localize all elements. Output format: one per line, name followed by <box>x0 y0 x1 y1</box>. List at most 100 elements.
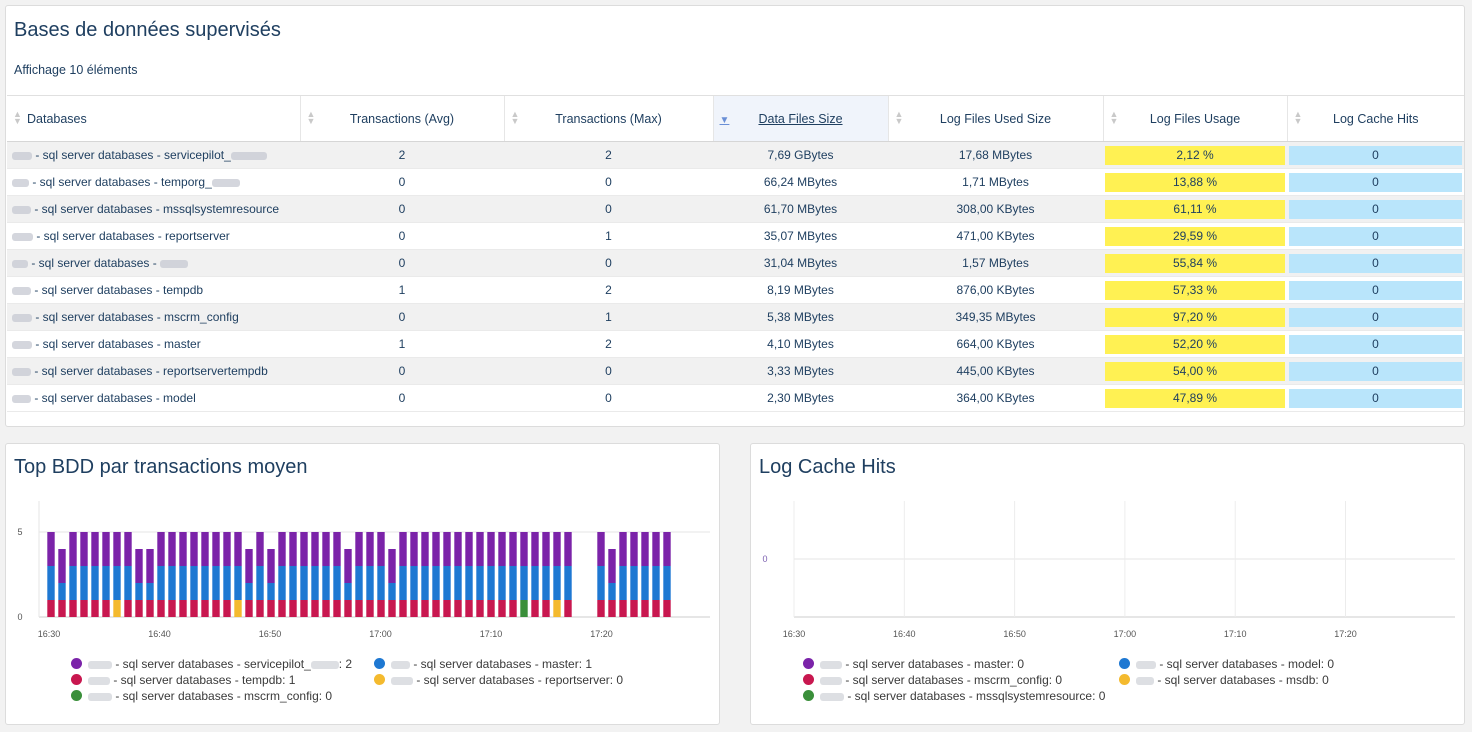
legend-item[interactable]: - sql server databases - mscrm_config: 0 <box>803 673 1062 687</box>
table-row[interactable]: - sql server databases - mscrm_config 0 1 5… <box>7 303 1464 331</box>
bar-segment <box>113 532 121 566</box>
bar-segment <box>80 600 88 617</box>
table-row[interactable]: - sql server databases - tempdb 1 2 8,19 MB… <box>7 276 1464 304</box>
bar-segment <box>58 549 66 583</box>
data-files-size-cell: 7,69 GBytes <box>713 141 888 169</box>
database-name-cell: - sql server databases - servicepilot_ <box>7 141 300 169</box>
column-header-transactions-max[interactable]: ▲ ▼ Transactions (Max) <box>503 95 713 142</box>
bar-segment <box>300 600 308 617</box>
redacted-text <box>12 313 32 322</box>
data-files-size-cell: 5,38 MBytes <box>713 303 888 331</box>
legend-item[interactable]: - sql server databases - servicepilot_: … <box>71 657 352 671</box>
bar-segment <box>80 532 88 566</box>
x-tick-label: 16:50 <box>1003 629 1026 639</box>
table-row[interactable]: - sql server databases - master 1 2 4,10 MB… <box>7 330 1464 358</box>
table-row[interactable]: - sql server databases - servicepilot_ 2 2… <box>7 141 1464 169</box>
bar-segment <box>91 600 99 617</box>
bar-segment <box>91 566 99 600</box>
bar-segment <box>608 583 616 600</box>
bar-segment <box>520 566 528 600</box>
table-row[interactable]: - sql server databases - 0 0 31,04 MBytes 1… <box>7 249 1464 277</box>
bar-segment <box>102 566 110 600</box>
legend-item[interactable]: - sql server databases - msdb: 0 <box>1119 673 1329 687</box>
log-files-usage-cell: 54,00 % <box>1103 357 1287 385</box>
legend-item[interactable]: - sql server databases - model: 0 <box>1119 657 1334 671</box>
bar-segment <box>212 566 220 600</box>
bar-segment <box>201 600 209 617</box>
cache-hits-gauge: 0 <box>1289 199 1462 219</box>
bar-segment <box>630 566 638 600</box>
log-cache-hits-cell: 0 <box>1287 168 1464 196</box>
bar-segment <box>124 532 132 566</box>
redacted-text <box>12 232 33 241</box>
legend-dot-icon <box>803 690 814 702</box>
bar-segment <box>498 566 506 600</box>
x-tick-label: 17:00 <box>1114 629 1137 639</box>
redacted-text <box>12 205 31 214</box>
bar-segment <box>641 566 649 600</box>
column-header-log-cache-hits[interactable]: ▲ ▼ Log Cache Hits <box>1286 95 1464 142</box>
data-files-size-cell: 3,33 MBytes <box>713 357 888 385</box>
x-tick-label: 16:30 <box>38 629 61 639</box>
column-header-transactions-avg[interactable]: ▲ ▼ Transactions (Avg) <box>299 95 504 142</box>
transactions-avg-cell: 0 <box>300 222 504 250</box>
redacted-text <box>211 178 240 187</box>
bar-segment <box>102 600 110 617</box>
table-row[interactable]: - sql server databases - mssqlsystemreso… <box>7 195 1464 223</box>
bar-segment <box>245 583 253 600</box>
column-header-log-files-used-size[interactable]: ▲ ▼ Log Files Used Size <box>887 95 1103 142</box>
legend-item[interactable]: - sql server databases - master: 0 <box>803 657 1024 671</box>
chart-title: Log Cache Hits <box>759 456 896 478</box>
redacted-text <box>391 676 413 685</box>
log-files-used-size-cell: 876,00 KBytes <box>888 276 1103 304</box>
legend-item[interactable]: - sql server databases - mssqlsystemreso… <box>803 689 1105 703</box>
redacted-text <box>820 692 844 701</box>
bar-segment <box>476 600 484 617</box>
transactions-avg-cell: 0 <box>300 384 504 412</box>
sort-icon: ▲ ▼ <box>894 109 904 126</box>
bar-segment <box>652 566 660 600</box>
legend-item[interactable]: - sql server databases - reportserver: 0 <box>374 673 623 687</box>
bar-segment <box>168 600 176 617</box>
legend-item[interactable]: - sql server databases - master: 1 <box>374 657 592 671</box>
usage-gauge: 61,11 % <box>1105 199 1285 219</box>
cache-hits-gauge: 0 <box>1289 361 1462 381</box>
legend-item[interactable]: - sql server databases - mscrm_config: 0 <box>71 689 332 703</box>
x-tick-label: 16:30 <box>783 629 806 639</box>
usage-gauge: 29,59 % <box>1105 226 1285 246</box>
log-files-usage-cell: 47,89 % <box>1103 384 1287 412</box>
bar-segment <box>608 600 616 617</box>
database-name-cell: - sql server databases - <box>7 249 300 277</box>
column-header-databases[interactable]: ▲ ▼ Databases <box>7 95 300 142</box>
bar-segment <box>377 532 385 566</box>
transactions-max-cell: 0 <box>504 357 713 385</box>
bar-segment <box>377 566 385 600</box>
bar-segment <box>399 532 407 566</box>
table-row[interactable]: - sql server databases - model 0 0 2,30 MBy… <box>7 384 1464 412</box>
redacted-text <box>12 394 31 403</box>
bar-segment <box>157 532 165 566</box>
data-files-size-cell: 35,07 MBytes <box>713 222 888 250</box>
bar-segment <box>443 600 451 617</box>
bar-segment <box>421 600 429 617</box>
sort-icon: ▲ ▼ <box>306 109 316 126</box>
log-files-used-size-cell: 349,35 MBytes <box>888 303 1103 331</box>
cache-hits-gauge: 0 <box>1289 307 1462 327</box>
legend-item[interactable]: - sql server databases - tempdb: 1 <box>71 673 295 687</box>
bar-segment <box>520 600 528 617</box>
column-header-data-files-size[interactable]: ▼ Data Files Size <box>712 95 888 142</box>
table-row[interactable]: - sql server databases - reportserver 0 1 3… <box>7 222 1464 250</box>
cache-hits-gauge: 0 <box>1289 172 1462 192</box>
data-files-size-cell: 61,70 MBytes <box>713 195 888 223</box>
table-row[interactable]: - sql server databases - temporg_ 0 0 66,24… <box>7 168 1464 196</box>
bar-segment <box>344 583 352 600</box>
redacted-text <box>88 660 112 669</box>
bar-segment <box>234 532 242 566</box>
bar-segment <box>355 532 363 566</box>
redacted-text <box>820 676 842 685</box>
column-header-log-files-usage[interactable]: ▲ ▼ Log Files Usage <box>1102 95 1287 142</box>
bar-segment <box>531 600 539 617</box>
bar-segment <box>597 566 605 600</box>
table-row[interactable]: - sql server databases - reportservertem… <box>7 357 1464 385</box>
legend-dot-icon <box>1119 658 1130 670</box>
